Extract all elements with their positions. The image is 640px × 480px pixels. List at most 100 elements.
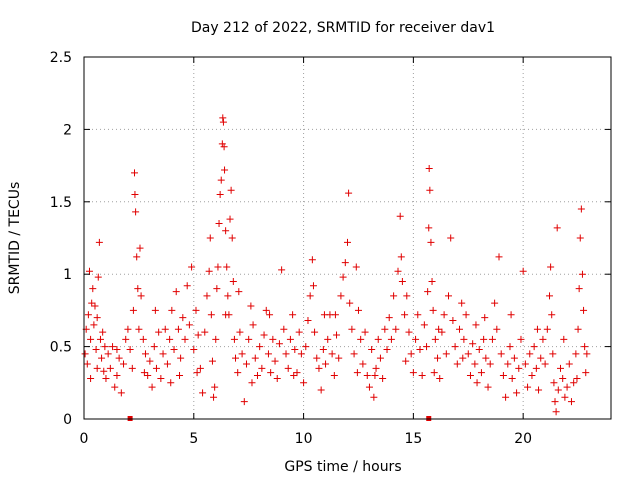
data-point [576, 234, 584, 242]
data-point [87, 374, 95, 382]
data-point [350, 350, 358, 358]
data-point [317, 386, 325, 394]
data-point [262, 306, 270, 314]
data-point [575, 285, 583, 293]
data-point [546, 292, 554, 300]
data-point [141, 350, 149, 358]
x-tick-label: 0 [80, 431, 89, 447]
data-point [315, 364, 323, 372]
data-point [193, 369, 201, 377]
data-point [232, 354, 240, 362]
data-point [469, 340, 477, 348]
data-point [466, 372, 474, 380]
data-point [146, 357, 154, 365]
data-point [311, 328, 319, 336]
data-point [547, 263, 555, 271]
data-point [409, 369, 417, 377]
data-point [376, 354, 384, 362]
data-point [177, 354, 185, 362]
data-point [300, 379, 308, 387]
data-point [471, 360, 479, 368]
data-point [392, 325, 400, 333]
data-point [442, 350, 450, 358]
data-point [93, 364, 101, 372]
y-tick-label: 0 [63, 412, 72, 428]
data-point [306, 292, 314, 300]
data-point [361, 328, 369, 336]
data-point [220, 143, 228, 151]
data-point [434, 354, 442, 362]
data-point [230, 335, 238, 343]
data-point [561, 393, 569, 401]
data-point [190, 345, 198, 353]
data-point [451, 343, 459, 351]
x-tick-label: 5 [189, 431, 198, 447]
data-points [81, 114, 591, 416]
data-point [577, 205, 585, 213]
data-point [324, 335, 332, 343]
data-point [462, 311, 470, 319]
data-point [113, 372, 121, 380]
data-point [435, 325, 443, 333]
data-point [554, 386, 562, 394]
data-point [582, 369, 590, 377]
data-point [140, 369, 148, 377]
data-point [460, 335, 468, 343]
data-point [131, 169, 139, 177]
data-point [170, 345, 178, 353]
data-point [188, 263, 196, 271]
data-point [352, 263, 360, 271]
data-point [302, 343, 310, 351]
data-point [583, 350, 591, 358]
data-point [81, 350, 89, 358]
y-tick-label: 2 [63, 122, 72, 138]
data-point [117, 389, 125, 397]
data-point [240, 398, 248, 406]
data-point [559, 374, 567, 382]
data-point [271, 357, 279, 365]
data-point [260, 331, 268, 339]
data-point [341, 259, 349, 267]
data-point [567, 398, 575, 406]
data-point [319, 345, 327, 353]
data-point [543, 325, 551, 333]
data-point [275, 340, 283, 348]
data-point [541, 360, 549, 368]
data-point [423, 343, 431, 351]
data-point [222, 227, 230, 235]
data-point [308, 256, 316, 264]
data-point [203, 292, 211, 300]
data-point [407, 350, 415, 358]
data-point [157, 374, 165, 382]
data-point [284, 364, 292, 372]
data-point [455, 325, 463, 333]
axis-ticks: 0 5 10 15 20 0 0.5 1 1.5 2 2.5 [50, 50, 611, 447]
data-point [131, 191, 139, 199]
data-point [430, 369, 438, 377]
data-point [472, 321, 480, 329]
data-point [402, 357, 410, 365]
data-point [488, 335, 496, 343]
data-point [228, 234, 236, 242]
data-point [258, 364, 266, 372]
data-point [560, 335, 568, 343]
data-point [194, 331, 202, 339]
data-point [282, 350, 290, 358]
data-point [84, 311, 92, 319]
data-point [134, 285, 142, 293]
data-point [185, 321, 193, 329]
data-point [251, 354, 259, 362]
data-point [357, 335, 365, 343]
data-point [278, 266, 286, 274]
data-point [100, 367, 108, 375]
data-point [313, 354, 321, 362]
data-point [139, 335, 147, 343]
data-point [459, 354, 467, 362]
data-point [174, 325, 182, 333]
y-tick-label: 0.5 [50, 340, 72, 356]
data-point [551, 398, 559, 406]
data-point [133, 253, 141, 261]
data-point [570, 379, 578, 387]
data-point [85, 267, 93, 275]
data-point [353, 369, 361, 377]
